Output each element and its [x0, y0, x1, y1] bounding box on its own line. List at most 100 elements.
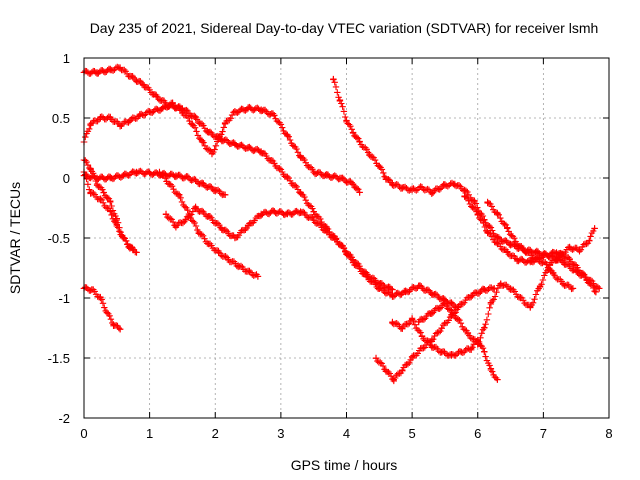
- data-point: [221, 191, 229, 198]
- series-track-12: [415, 225, 598, 348]
- data-series: [80, 63, 603, 385]
- data-point: [271, 112, 278, 119]
- data-point: [336, 96, 344, 104]
- data-point: [120, 234, 127, 242]
- data-point: [185, 174, 193, 182]
- data-point: [113, 222, 121, 230]
- series-track-9: [330, 75, 603, 292]
- data-point: [208, 150, 216, 158]
- data-point: [389, 292, 396, 299]
- data-point: [156, 168, 163, 176]
- data-point: [221, 120, 229, 128]
- y-tick-label: -2: [58, 411, 70, 426]
- data-point: [461, 192, 468, 200]
- y-tick-label: -0.5: [48, 231, 70, 246]
- data-point: [271, 160, 278, 167]
- data-point: [284, 174, 291, 182]
- data-point: [231, 141, 239, 148]
- data-point: [231, 234, 239, 242]
- data-point: [97, 196, 104, 203]
- data-point: [428, 342, 436, 350]
- y-tick-label: 0: [63, 171, 70, 186]
- data-point: [146, 108, 153, 116]
- data-point: [205, 129, 212, 136]
- data-point: [244, 105, 252, 112]
- series-track-13: [484, 198, 577, 293]
- data-point: [257, 210, 265, 218]
- data-point: [494, 240, 501, 248]
- x-tick-label: 1: [146, 426, 153, 441]
- data-point: [192, 114, 199, 122]
- data-point: [441, 182, 449, 189]
- data-point: [467, 345, 475, 352]
- data-point: [408, 354, 416, 362]
- data-point: [195, 228, 203, 236]
- x-tick-label: 5: [409, 426, 416, 441]
- data-point: [97, 294, 104, 302]
- x-tick-label: 0: [80, 426, 87, 441]
- y-tick-label: -1: [58, 291, 70, 306]
- data-point: [235, 262, 242, 269]
- data-point: [507, 240, 514, 248]
- data-point: [376, 162, 383, 170]
- data-point: [399, 324, 406, 332]
- data-marker-path: [372, 284, 498, 385]
- data-point: [481, 286, 488, 293]
- data-point: [100, 189, 107, 196]
- y-tick-label: 1: [63, 51, 70, 66]
- series-track-8: [156, 168, 262, 280]
- data-point: [451, 180, 458, 188]
- data-point: [576, 246, 583, 254]
- data-point: [130, 246, 137, 254]
- data-point: [169, 100, 176, 107]
- x-axis-title: GPS time / hours: [291, 457, 398, 473]
- x-tick-label: 8: [605, 426, 612, 441]
- data-marker-path: [80, 284, 124, 333]
- data-point: [415, 318, 422, 326]
- data-marker-path: [461, 193, 600, 296]
- data-point: [107, 174, 114, 182]
- data-point: [87, 189, 94, 196]
- data-point: [487, 366, 495, 374]
- data-point: [438, 324, 445, 332]
- data-point: [120, 172, 127, 179]
- data-point: [284, 132, 291, 140]
- chart-title: Day 235 of 2021, Sidereal Day-to-day VTE…: [90, 20, 599, 36]
- data-point: [110, 321, 117, 328]
- data-point: [592, 288, 600, 296]
- data-point: [586, 237, 593, 244]
- data-point: [310, 168, 317, 176]
- data-point: [205, 213, 212, 220]
- data-point: [182, 216, 189, 224]
- data-point: [323, 172, 331, 179]
- data-point: [408, 316, 416, 323]
- data-point: [116, 122, 124, 129]
- series-track-6: [80, 168, 137, 254]
- data-point: [428, 290, 436, 297]
- data-point: [107, 66, 114, 74]
- data-point: [527, 304, 534, 311]
- data-point: [257, 106, 265, 113]
- data-point: [382, 174, 390, 182]
- data-point: [366, 150, 373, 158]
- data-point: [517, 294, 524, 302]
- data-point: [284, 210, 291, 218]
- data-point: [536, 282, 544, 290]
- data-point: [389, 180, 396, 188]
- series-track-3: [80, 167, 229, 199]
- data-point: [215, 136, 222, 143]
- data-point: [550, 270, 557, 278]
- y-tick-label: -1.5: [48, 351, 70, 366]
- y-axis-title: SDTVAR / TECUs: [7, 182, 23, 294]
- data-point: [93, 69, 101, 76]
- data-point: [474, 340, 481, 347]
- data-point: [87, 165, 94, 172]
- data-point: [152, 93, 160, 100]
- data-point: [116, 64, 124, 71]
- data-point: [471, 198, 478, 206]
- series-track-2: [80, 99, 363, 196]
- data-point: [198, 138, 206, 146]
- data-point: [97, 114, 104, 122]
- data-point: [390, 376, 397, 383]
- data-point: [487, 300, 495, 308]
